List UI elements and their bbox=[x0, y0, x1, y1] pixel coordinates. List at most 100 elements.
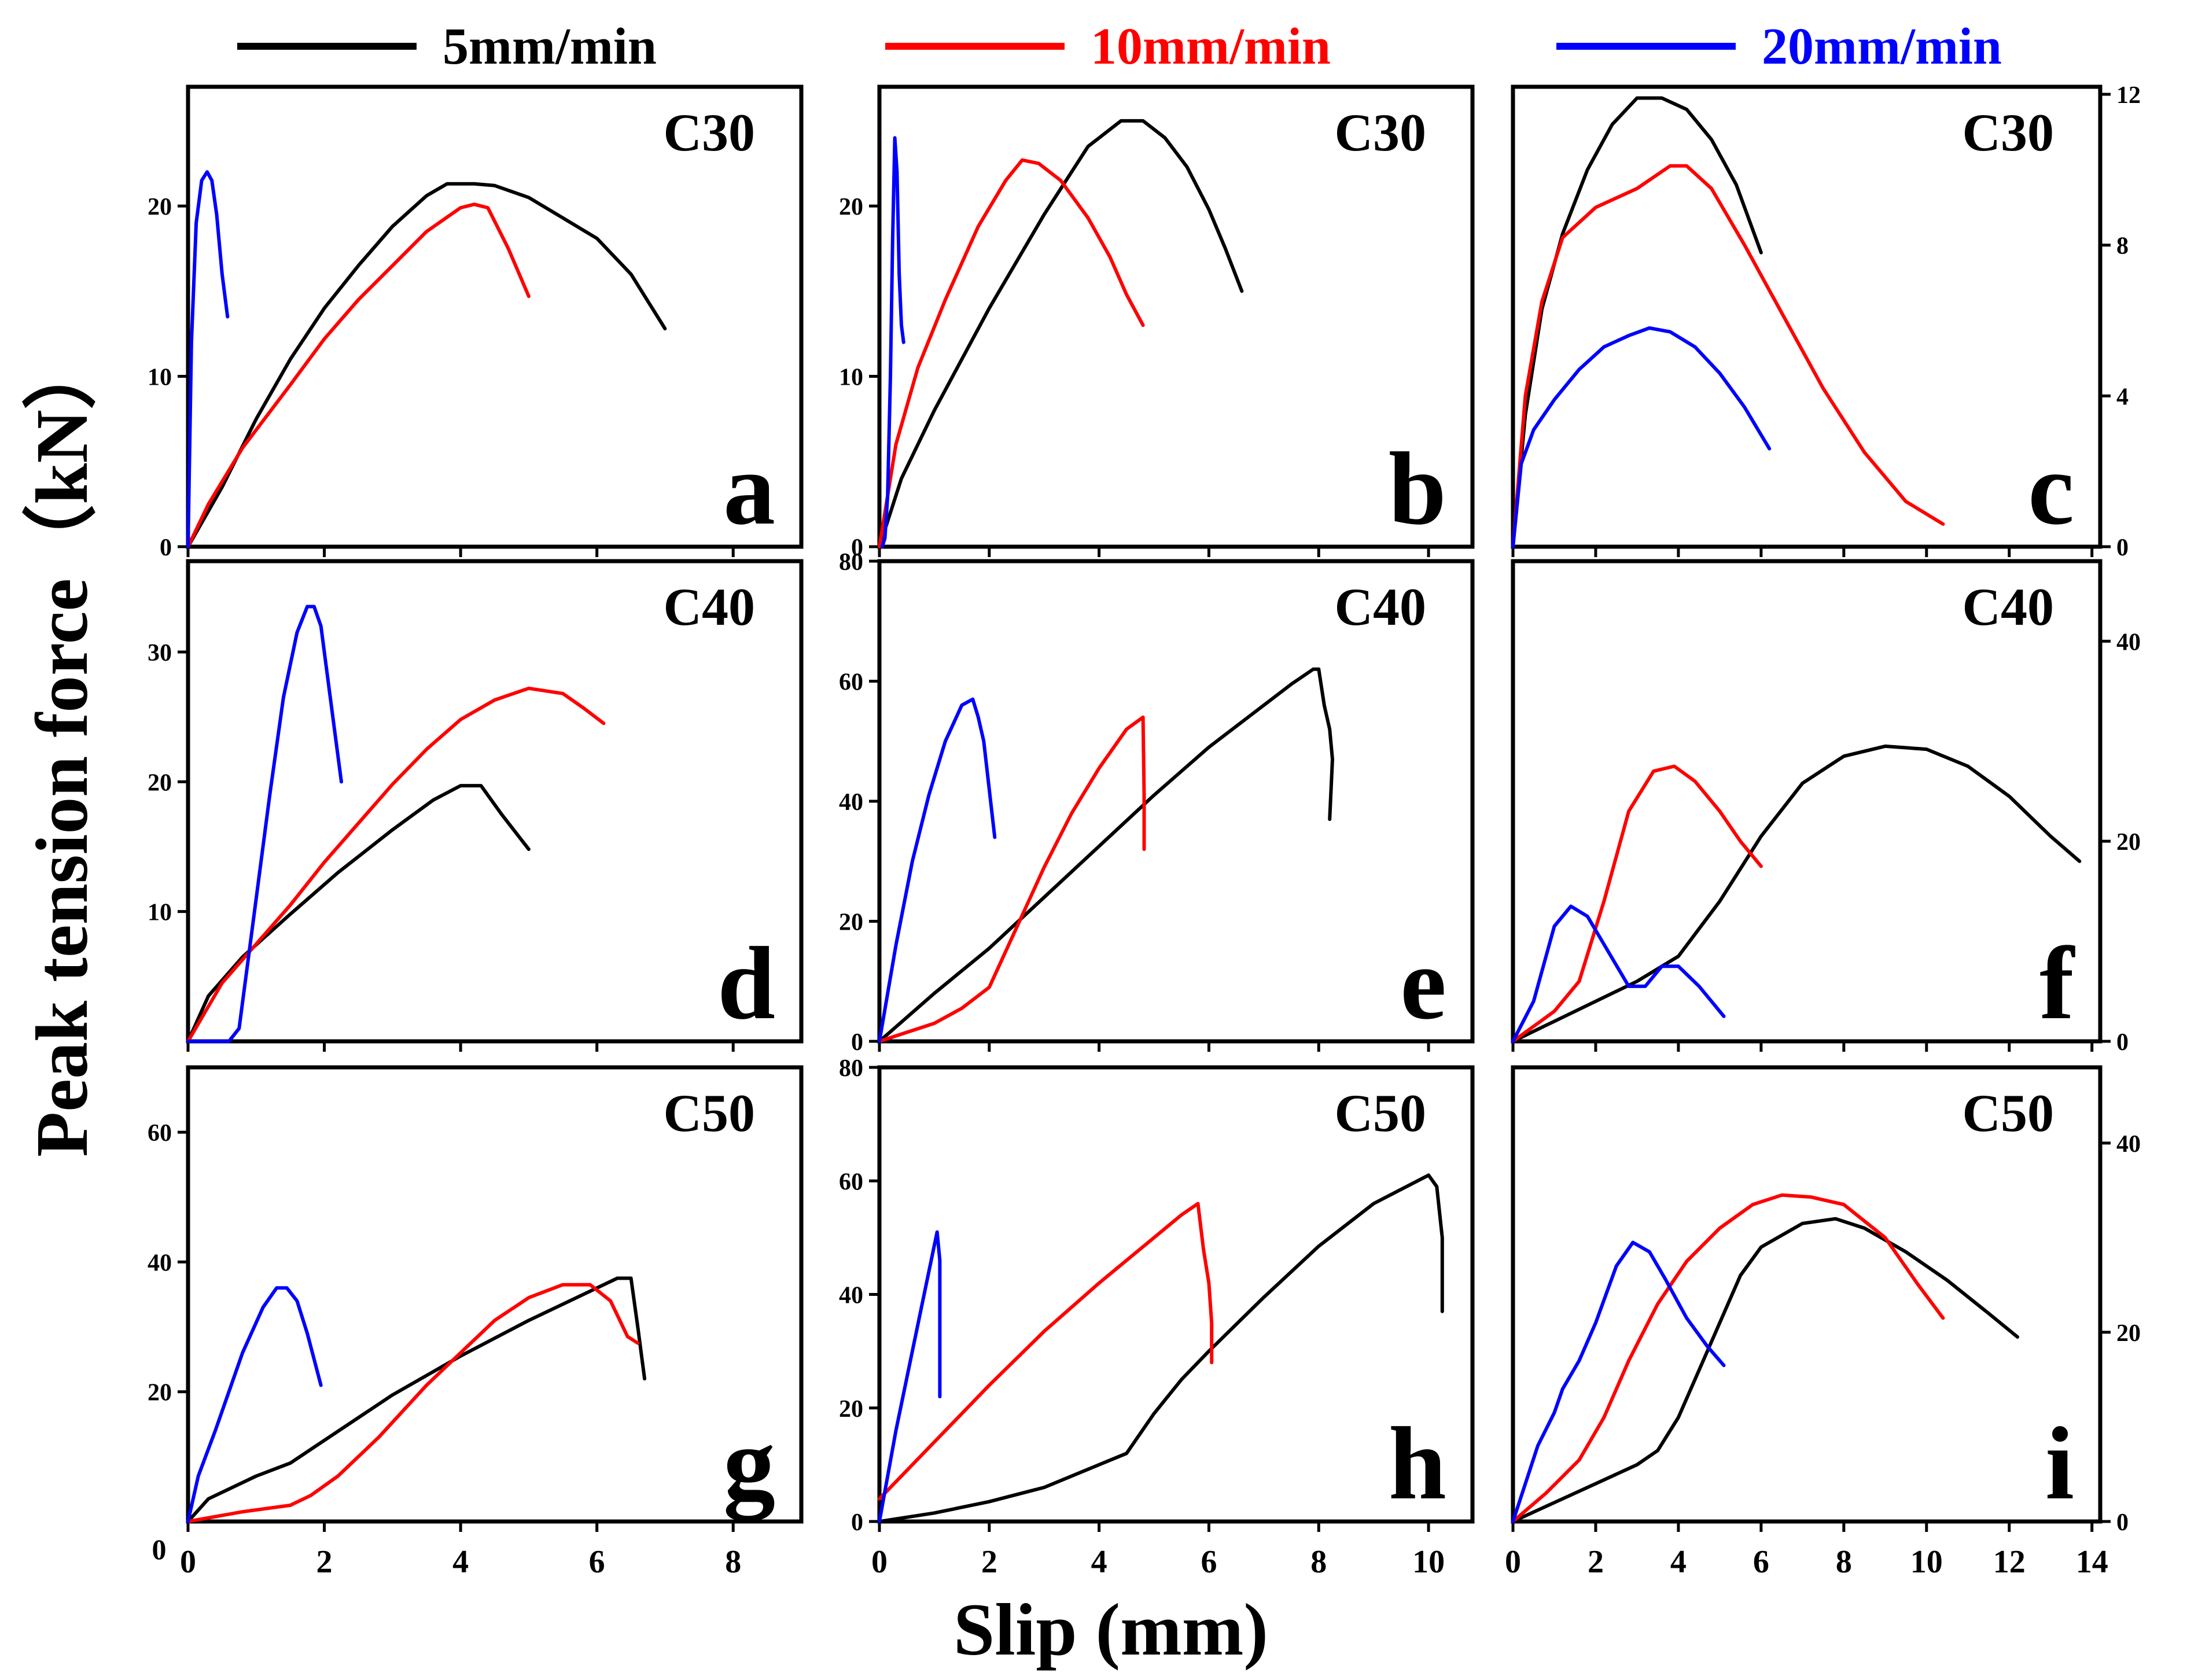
x-tick-label: 6 bbox=[1753, 1544, 1769, 1580]
legend-label-5mm: 5mm/min bbox=[443, 18, 657, 75]
y-tick-label: 20 bbox=[839, 1396, 863, 1423]
series-line-10mm-min bbox=[878, 1202, 1214, 1501]
x-tick-label: 6 bbox=[1201, 1544, 1217, 1580]
panel-d: 10 20 30 C40 d bbox=[148, 559, 804, 1052]
series-line-20mm-min bbox=[186, 605, 343, 1043]
y-tick-label: 60 bbox=[839, 1169, 863, 1195]
series-line-10mm-min bbox=[1511, 764, 1763, 1043]
series-line-20mm-min bbox=[878, 1230, 942, 1523]
series-line-5mm-min bbox=[878, 119, 1244, 548]
y-tick-label: 60 bbox=[839, 669, 863, 696]
x-tick-label: 2 bbox=[316, 1544, 333, 1580]
y-tick-label: 40 bbox=[2116, 1131, 2141, 1158]
series-line-20mm-min bbox=[878, 697, 997, 1043]
y-tick-label: 20 bbox=[839, 194, 863, 220]
x-tick-label: 0 bbox=[180, 1544, 196, 1580]
y-tick-label: 60 bbox=[148, 1120, 172, 1147]
origin-label: 0 bbox=[152, 1533, 167, 1565]
legend-label-20mm: 20mm/min bbox=[1762, 18, 2002, 75]
series-line-20mm-min bbox=[186, 1286, 323, 1523]
series-line-10mm-min bbox=[878, 715, 1146, 1043]
series-line-10mm-min bbox=[878, 158, 1145, 548]
x-tick-label: 0 bbox=[1505, 1544, 1521, 1580]
y-tick-label: 0 bbox=[2116, 535, 2129, 561]
panel-title: C40 bbox=[664, 577, 755, 636]
panel-frame bbox=[1511, 1065, 2103, 1524]
panel-letter: c bbox=[2028, 431, 2074, 546]
x-tick-label: 2 bbox=[981, 1544, 997, 1580]
y-tick-label: 20 bbox=[839, 909, 863, 936]
panel-letter: i bbox=[2045, 1406, 2074, 1521]
series-line-10mm-min bbox=[186, 686, 606, 1043]
series-line-20mm-min bbox=[880, 136, 905, 548]
series-line-10mm-min bbox=[186, 202, 531, 548]
panels: 01020C30a01020C30b04812C30c102030C40d020… bbox=[148, 82, 2141, 1580]
series-line-5mm-min bbox=[1511, 1217, 2019, 1523]
panel-letter: f bbox=[2039, 926, 2075, 1041]
panel-frame bbox=[186, 84, 804, 549]
panel-title: C30 bbox=[1335, 103, 1426, 162]
panel-b: 0 10 20 C30 b bbox=[839, 84, 1475, 561]
panel-letter: a bbox=[723, 431, 775, 546]
panel-title: C50 bbox=[1335, 1084, 1426, 1143]
y-axis-label: Peak tension force（kN） bbox=[21, 336, 103, 1157]
y-tick-label: 20 bbox=[2116, 829, 2141, 856]
y-tick-label: 20 bbox=[148, 769, 172, 796]
y-tick-label: 12 bbox=[2116, 82, 2141, 109]
panel-title: C30 bbox=[1963, 103, 2054, 162]
x-tick-label: 8 bbox=[725, 1544, 741, 1580]
y-tick-label: 0 bbox=[2116, 1509, 2129, 1536]
y-tick-label: 80 bbox=[839, 549, 863, 576]
y-tick-label: 40 bbox=[148, 1250, 172, 1276]
y-tick-label: 20 bbox=[148, 194, 172, 220]
panel-letter: g bbox=[723, 1406, 775, 1521]
panel-g: 20 40 60 0 2 4 6 8 C50 g bbox=[148, 1065, 804, 1580]
panel-letter: b bbox=[1389, 431, 1446, 546]
y-tick-label: 80 bbox=[839, 1055, 863, 1082]
panel-letter: h bbox=[1389, 1406, 1446, 1521]
x-tick-label: 14 bbox=[2076, 1544, 2108, 1580]
legend-label-10mm: 10mm/min bbox=[1091, 18, 1331, 75]
panel-a: 0 10 20 C30 a bbox=[148, 84, 804, 561]
y-tick-label: 30 bbox=[148, 640, 172, 666]
panel-frame bbox=[1511, 84, 2103, 549]
series-line-5mm-min bbox=[186, 784, 531, 1043]
panel-frame bbox=[877, 84, 1475, 549]
series-line-20mm-min bbox=[1511, 904, 1726, 1043]
x-tick-label: 8 bbox=[1310, 1544, 1327, 1580]
panel-e: 0 20 40 60 80 C40 e bbox=[839, 549, 1475, 1056]
y-tick-label: 20 bbox=[148, 1380, 172, 1406]
y-tick-label: 40 bbox=[2116, 629, 2141, 655]
x-tick-label: 6 bbox=[589, 1544, 605, 1580]
y-tick-label: 0 bbox=[160, 535, 172, 561]
y-tick-label: 8 bbox=[2116, 233, 2129, 260]
legend: 5mm/min 10mm/min 20mm/min bbox=[237, 18, 2002, 75]
x-tick-label: 4 bbox=[452, 1544, 469, 1580]
y-tick-label: 0 bbox=[851, 1029, 863, 1056]
series-line-20mm-min bbox=[186, 170, 230, 548]
series-line-20mm-min bbox=[1511, 326, 1772, 548]
x-tick-label: 10 bbox=[1910, 1544, 1943, 1580]
y-tick-label: 20 bbox=[2116, 1320, 2141, 1347]
y-tick-label: 10 bbox=[148, 364, 172, 391]
panel-frame bbox=[1511, 559, 2103, 1044]
x-tick-label: 0 bbox=[871, 1544, 888, 1580]
y-tick-label: 0 bbox=[851, 535, 863, 561]
y-tick-label: 10 bbox=[839, 364, 863, 391]
x-tick-label: 2 bbox=[1588, 1544, 1604, 1580]
series-line-5mm-min bbox=[1511, 96, 1763, 548]
series-line-20mm-min bbox=[1511, 1240, 1726, 1523]
panel-title: C40 bbox=[1963, 577, 2054, 636]
panel-frame bbox=[186, 1065, 804, 1524]
panel-letter: d bbox=[717, 926, 775, 1041]
y-tick-label: 40 bbox=[839, 1283, 863, 1309]
y-tick-label: 4 bbox=[2116, 384, 2129, 410]
series-line-10mm-min bbox=[1511, 1193, 1945, 1523]
series-line-5mm-min bbox=[186, 182, 667, 548]
series-line-5mm-min bbox=[878, 1173, 1444, 1523]
series-line-5mm-min bbox=[186, 1276, 647, 1523]
y-tick-label: 40 bbox=[839, 789, 863, 816]
panel-title: C30 bbox=[664, 103, 755, 162]
panel-letter: e bbox=[1400, 926, 1446, 1041]
